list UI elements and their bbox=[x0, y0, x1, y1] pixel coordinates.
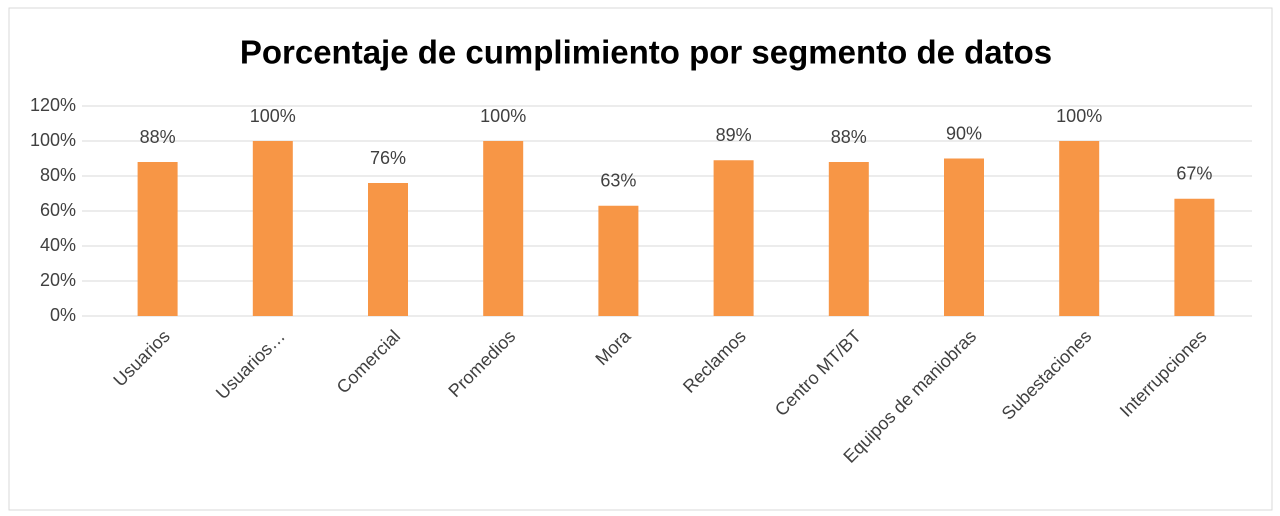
data-label: 63% bbox=[600, 171, 636, 191]
data-label: 89% bbox=[716, 125, 752, 145]
data-label: 100% bbox=[480, 106, 526, 126]
chart-title: Porcentaje de cumplimiento por segmento … bbox=[240, 34, 1052, 71]
bar bbox=[368, 183, 408, 316]
data-label: 76% bbox=[370, 148, 406, 168]
data-label: 100% bbox=[1056, 106, 1102, 126]
data-label: 100% bbox=[250, 106, 296, 126]
bar bbox=[252, 141, 293, 316]
y-tick-label: 60% bbox=[40, 200, 76, 220]
bar bbox=[713, 160, 754, 316]
data-label: 88% bbox=[140, 127, 176, 147]
y-tick-label: 40% bbox=[40, 235, 76, 255]
bar bbox=[1174, 198, 1215, 316]
y-tick-label: 20% bbox=[40, 270, 76, 290]
bar bbox=[137, 162, 178, 316]
y-tick-label: 0% bbox=[50, 305, 76, 325]
bar bbox=[944, 158, 984, 316]
data-label: 90% bbox=[946, 123, 982, 143]
data-label: 67% bbox=[1176, 164, 1212, 184]
bar bbox=[598, 205, 639, 316]
bar bbox=[483, 141, 524, 316]
y-tick-label: 120% bbox=[30, 95, 76, 115]
bar bbox=[828, 162, 869, 316]
y-tick-label: 100% bbox=[30, 130, 76, 150]
bar bbox=[1059, 141, 1100, 316]
data-label: 88% bbox=[831, 127, 867, 147]
y-tick-label: 80% bbox=[40, 165, 76, 185]
